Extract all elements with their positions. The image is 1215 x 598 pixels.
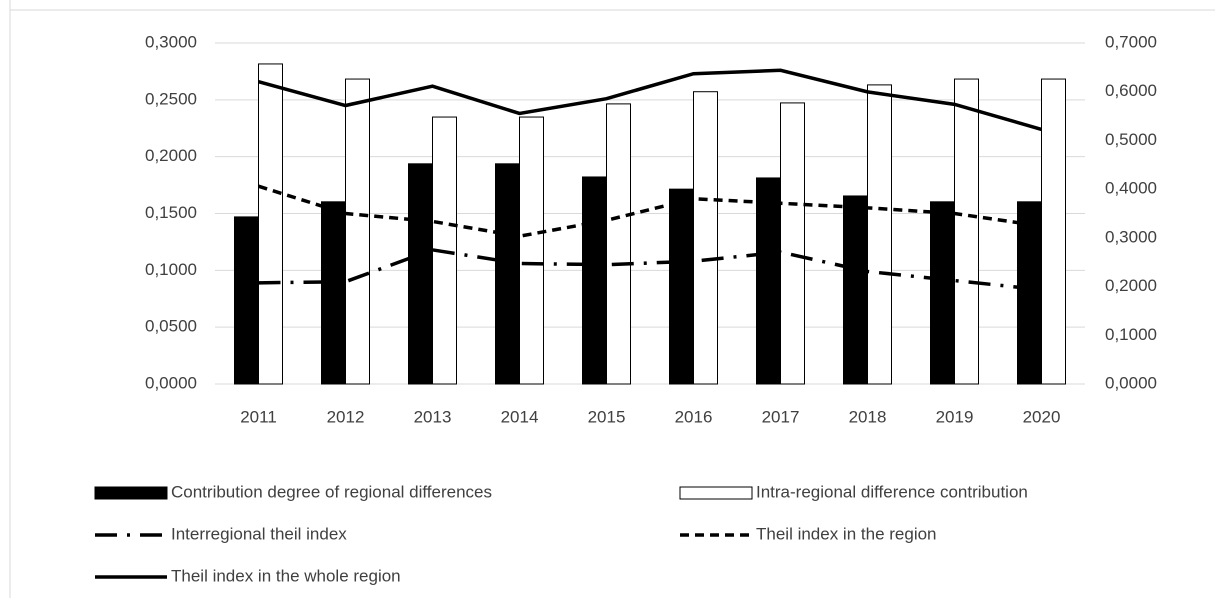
- bar: [345, 78, 370, 385]
- bar: [1017, 201, 1042, 385]
- legend-label: Interregional theil index: [171, 524, 347, 543]
- y-tick-label: 0,2000: [145, 146, 197, 165]
- y-tick-label: 0,0000: [145, 373, 197, 392]
- line: [258, 248, 1042, 292]
- y2-tick-label: 0,5000: [1105, 130, 1157, 149]
- y-tick-label: 0,3000: [145, 32, 197, 51]
- y2-tick-label: 0,3000: [1105, 227, 1157, 246]
- bar: [234, 216, 259, 385]
- bar: [693, 91, 718, 385]
- x-tick-label: 2015: [588, 407, 626, 426]
- legend-label: Theil index in the region: [756, 524, 937, 543]
- line: [257, 184, 1042, 239]
- x-tick-label: 2019: [936, 407, 974, 426]
- x-tick-label: 2011: [240, 407, 277, 426]
- y2-tick-label: 0,1000: [1105, 325, 1157, 344]
- bar: [954, 78, 979, 385]
- legend-swatch: [679, 486, 753, 500]
- bar: [930, 201, 955, 385]
- legend-label: Intra-regional difference contribution: [756, 482, 1028, 501]
- bar: [519, 116, 544, 385]
- y2-tick-label: 0,4000: [1105, 179, 1157, 198]
- bar: [1041, 78, 1066, 385]
- x-tick-label: 2012: [327, 407, 365, 426]
- y-tick-label: 0,2500: [145, 89, 197, 108]
- y2-tick-label: 0,2000: [1105, 276, 1157, 295]
- y-tick-label: 0,1000: [145, 260, 197, 279]
- bar: [867, 84, 892, 385]
- y-tick-label: 0,1500: [145, 203, 197, 222]
- bar: [258, 63, 283, 385]
- y-tick-label: 0,0500: [145, 317, 197, 336]
- line: [258, 68, 1042, 132]
- x-tick-label: 2013: [414, 407, 452, 426]
- bar: [321, 201, 346, 385]
- x-tick-label: 2020: [1023, 407, 1061, 426]
- bar: [843, 195, 868, 385]
- y2-tick-label: 0,7000: [1105, 32, 1157, 51]
- y2-tick-label: 0,6000: [1105, 81, 1157, 100]
- y2-tick-label: 0,0000: [1105, 373, 1157, 392]
- legend-label: Contribution degree of regional differen…: [171, 482, 492, 501]
- x-tick-label: 2016: [675, 407, 713, 426]
- x-tick-label: 2018: [849, 407, 887, 426]
- bar: [669, 188, 694, 385]
- bar: [495, 163, 520, 385]
- legend-swatch: [94, 486, 168, 500]
- bar: [756, 177, 781, 385]
- bar: [780, 102, 805, 385]
- bar: [606, 103, 631, 385]
- bar: [582, 176, 607, 385]
- legend-label: Theil index in the whole region: [171, 566, 401, 585]
- x-tick-label: 2017: [762, 407, 800, 426]
- x-tick-label: 2014: [501, 407, 539, 426]
- bar: [408, 163, 433, 385]
